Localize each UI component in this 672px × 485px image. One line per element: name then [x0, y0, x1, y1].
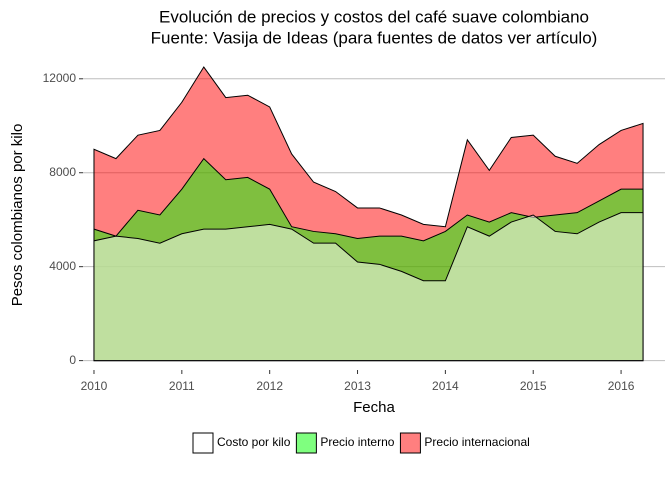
x-tick-label: 2013: [344, 379, 371, 393]
y-tick-label: 4000: [49, 259, 76, 273]
legend-label: Costo por kilo: [217, 435, 291, 449]
legend-swatch: [192, 432, 214, 454]
y-tick-label: 12000: [43, 71, 77, 85]
chart-subtitle: Fuente: Vasija de Ideas (para fuentes de…: [151, 28, 598, 47]
x-tick-label: 2014: [432, 379, 459, 393]
chart-title: Evolución de precios y costos del café s…: [159, 7, 589, 26]
x-tick-label: 2012: [256, 379, 283, 393]
y-tick-label: 8000: [49, 165, 76, 179]
legend-swatch: [295, 432, 317, 454]
x-tick-label: 2015: [520, 379, 547, 393]
legend-label: Precio interno: [320, 435, 394, 449]
y-axis-label: Pesos colombianos por kilo: [9, 124, 26, 307]
legend-swatch: [399, 432, 421, 454]
x-tick-label: 2011: [169, 379, 195, 393]
area: [93, 212, 644, 362]
y-tick-label: 0: [69, 353, 76, 367]
x-tick-label: 2010: [81, 379, 108, 393]
legend-label: Precio internacional: [424, 435, 529, 449]
x-axis-label: Fecha: [353, 399, 395, 416]
x-tick-label: 2016: [608, 379, 635, 393]
